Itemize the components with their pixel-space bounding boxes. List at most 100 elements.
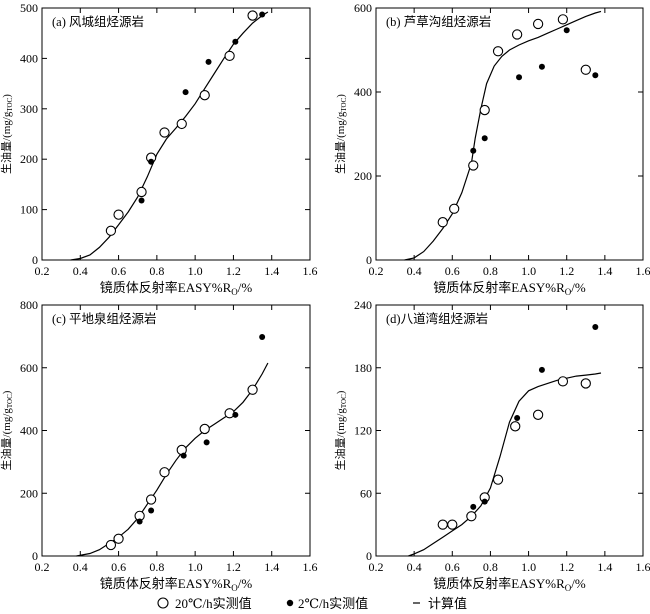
- x-axis-title-subscript: O: [231, 287, 238, 297]
- y-tick-label: 600: [20, 361, 38, 375]
- point-2c-per-h: [148, 507, 155, 514]
- calculated-curve: [76, 362, 269, 557]
- point-20c-per-h: [159, 467, 170, 478]
- y-axis-title-main: 生油量/(mg/g: [0, 408, 13, 471]
- x-tick-label: 0.4: [73, 264, 88, 278]
- x-tick-label: 0.6: [445, 560, 460, 574]
- point-2c-per-h: [205, 58, 212, 65]
- x-tick-label: 1.4: [264, 264, 279, 278]
- point-20c-per-h: [466, 511, 477, 522]
- point-2c-per-h: [136, 518, 143, 525]
- x-tick-label: 1.0: [521, 264, 536, 278]
- point-20c-per-h: [105, 539, 117, 551]
- panel-b-lucaogou: 0.2 0.4 0.6 0.8 1.0 1.2 1.4 1.6 0 200 400 600 (b) 芦草…: [333, 1, 650, 297]
- panel-label: (c) 平地泉组烃源岩: [52, 311, 157, 326]
- point-2c-per-h: [481, 498, 488, 505]
- point-20c-per-h: [199, 90, 210, 101]
- panel-d-badaowan: 0.2 0.4 0.6 0.8 1.0 1.2 1.4 1.6 0 60 120 180 240 (d)八…: [333, 298, 650, 593]
- y-tick-label: 400: [20, 51, 38, 65]
- point-20c-per-h: [145, 494, 157, 505]
- legend-filled-marker: [286, 599, 294, 607]
- point-2c-per-h: [481, 135, 488, 142]
- point-20c-per-h: [247, 384, 258, 395]
- point-2c-per-h: [232, 38, 239, 45]
- panel-label: (a) 风城组烃源岩: [52, 14, 144, 29]
- y-tick-label: 500: [20, 1, 38, 15]
- y-axis-title-suffix: ): [335, 390, 347, 394]
- y-tick-label: 400: [354, 85, 372, 99]
- panel-c-pingdiquan: 0.2 0.4 0.6 0.8 1.0 1.2 1.4 1.6 0 200 400 600 800 (c)…: [0, 298, 318, 593]
- x-tick-label: 0.2: [35, 560, 50, 574]
- x-axis-title-suffix: /%: [571, 576, 586, 591]
- calculated-curve: [70, 11, 269, 261]
- x-tick-label: 1.4: [264, 560, 279, 574]
- point-2c-per-h: [563, 27, 570, 34]
- point-2c-per-h: [259, 334, 266, 341]
- point-2c-per-h: [514, 414, 521, 421]
- legend: 20℃/h实测值 2℃/h实测值 计算值: [157, 596, 467, 611]
- point-2c-per-h: [259, 11, 266, 18]
- x-tick-label: 0.4: [407, 264, 422, 278]
- point-20c-per-h: [176, 118, 187, 130]
- y-tick-label: 0: [32, 549, 38, 563]
- x-axis-title-suffix: /%: [238, 576, 253, 591]
- point-2c-per-h: [232, 411, 239, 418]
- x-tick-label: 1.6: [303, 264, 318, 278]
- point-2c-per-h: [148, 158, 155, 165]
- point-20c-per-h: [511, 29, 523, 40]
- legend-open-label: 20℃/h实测值: [175, 596, 252, 611]
- x-tick-label: 1.2: [226, 560, 241, 574]
- y-tick-label: 200: [20, 486, 38, 500]
- x-axis-title-main: 镜质体反射率EASY%R: [433, 280, 565, 295]
- legend-line-label: 计算值: [428, 596, 467, 611]
- y-tick-label: 800: [20, 298, 38, 312]
- legend-filled-label: 2℃/h实测值: [298, 596, 368, 611]
- point-20c-per-h: [532, 409, 544, 420]
- x-tick-label: 0.2: [35, 264, 50, 278]
- point-20c-per-h: [437, 217, 448, 228]
- x-axis-title-suffix: /%: [238, 280, 253, 295]
- calculated-curve: [408, 372, 602, 557]
- y-axis-title: 生油量/(mg/gTOC): [0, 94, 14, 174]
- y-axis-title-subscript: TOC: [6, 97, 14, 111]
- x-axis-title-main: 镜质体反射率EASY%R: [433, 576, 565, 591]
- y-tick-label: 300: [20, 102, 38, 116]
- y-axis-title-subscript: TOC: [340, 394, 348, 408]
- point-2c-per-h: [470, 503, 477, 510]
- x-tick-label: 0.4: [407, 560, 422, 574]
- point-20c-per-h: [580, 64, 591, 75]
- y-axis-title-subscript: TOC: [340, 97, 348, 111]
- y-axis-title-main: 生油量/(mg/g: [333, 111, 347, 174]
- y-tick-label: 200: [354, 169, 372, 183]
- x-axis-title: 镜质体反射率EASY%RO/%: [433, 576, 586, 593]
- y-axis-title-main: 生油量/(mg/g: [0, 111, 13, 174]
- y-axis-title-suffix: ): [335, 94, 347, 98]
- x-tick-label: 1.2: [559, 264, 574, 278]
- x-tick-label: 0.8: [149, 264, 164, 278]
- x-axis-title-main: 镜质体反射率EASY%R: [100, 576, 232, 591]
- point-20c-per-h: [492, 46, 504, 57]
- x-axis-title-subscript: O: [565, 287, 572, 297]
- point-20c-per-h: [580, 378, 591, 389]
- y-axis-title-subscript: TOC: [6, 394, 14, 408]
- point-2c-per-h: [203, 439, 210, 446]
- point-2c-per-h: [592, 323, 599, 330]
- plot-frame: [375, 304, 644, 557]
- x-tick-label: 1.6: [303, 560, 318, 574]
- y-tick-label: 100: [20, 203, 38, 217]
- y-tick-label: 0: [366, 253, 372, 267]
- x-axis-title: 镜质体反射率EASY%RO/%: [100, 280, 253, 297]
- y-tick-label: 0: [32, 253, 38, 267]
- y-tick-label: 240: [354, 298, 372, 312]
- point-20c-per-h: [557, 14, 569, 25]
- x-tick-label: 1.4: [597, 560, 612, 574]
- point-20c-per-h: [557, 376, 569, 387]
- point-20c-per-h: [136, 186, 147, 198]
- x-tick-label: 0.8: [483, 560, 498, 574]
- y-axis-title-suffix: ): [1, 390, 13, 394]
- y-axis-title: 生油量/(mg/gTOC): [333, 390, 348, 470]
- x-tick-label: 1.0: [188, 264, 203, 278]
- x-tick-label: 0.2: [369, 264, 384, 278]
- point-2c-per-h: [180, 452, 187, 459]
- y-tick-label: 120: [354, 424, 372, 438]
